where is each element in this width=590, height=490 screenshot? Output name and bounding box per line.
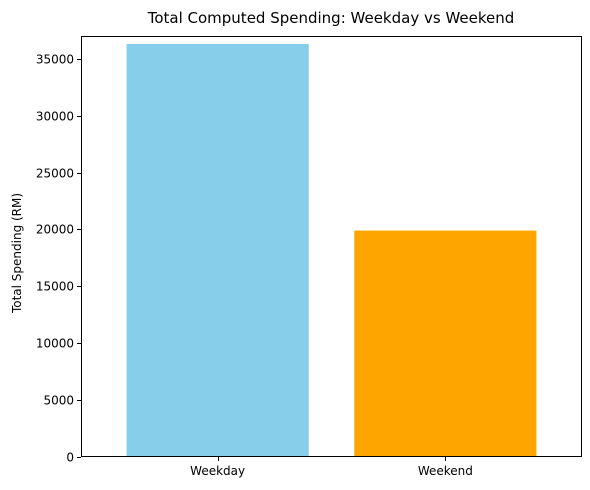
x-axis-ticks: Weekday Weekend <box>190 457 473 478</box>
bars <box>126 43 537 457</box>
y-tick-label: 0 <box>66 451 74 465</box>
plot-frame <box>81 36 582 457</box>
x-tick-label: Weekend <box>418 464 473 478</box>
chart-title: Total Computed Spending: Weekday vs Week… <box>147 9 515 27</box>
y-tick-label: 5000 <box>43 394 74 408</box>
y-tick-label: 35000 <box>36 53 74 67</box>
y-axis-label: Total Spending (RM) <box>10 193 24 314</box>
y-axis-ticks: 0 5000 10000 15000 20000 25000 30000 35000 <box>36 53 81 465</box>
bar-weekend <box>354 230 537 457</box>
x-tick-label: Weekday <box>190 464 245 478</box>
y-tick-label: 25000 <box>36 167 74 181</box>
y-tick-label: 15000 <box>36 280 74 294</box>
y-tick-label: 20000 <box>36 223 74 237</box>
bar-weekday <box>126 43 309 457</box>
y-tick-label: 10000 <box>36 337 74 351</box>
y-tick-label: 30000 <box>36 110 74 124</box>
